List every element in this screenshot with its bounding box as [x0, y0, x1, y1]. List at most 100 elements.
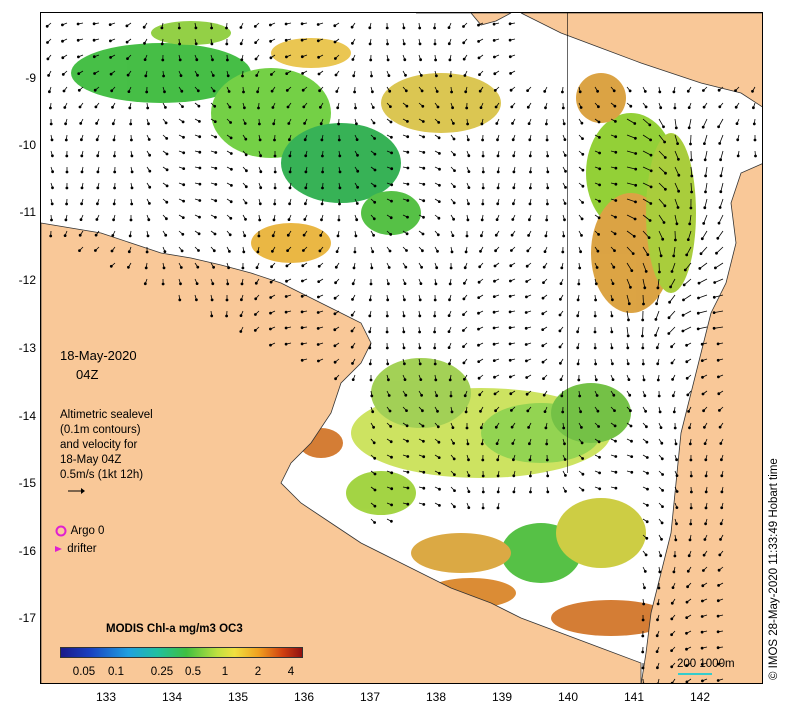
velocity-arrowhead — [334, 265, 338, 269]
velocity-arrow — [658, 150, 666, 158]
velocity-arrowhead — [657, 586, 661, 590]
velocity-arrowhead — [288, 202, 292, 206]
velocity-arrowhead — [437, 456, 441, 460]
velocity-arrowhead — [581, 152, 585, 156]
velocity-arrowhead — [371, 250, 375, 254]
velocity-arrowhead — [320, 138, 324, 142]
velocity-arrowhead — [197, 120, 201, 123]
velocity-arrowhead — [542, 281, 545, 285]
velocity-arrowhead — [112, 202, 116, 206]
velocity-arrowhead — [670, 617, 674, 621]
velocity-arrowhead — [127, 265, 130, 269]
velocity-arrowhead — [164, 106, 167, 109]
velocity-arrowhead — [479, 409, 482, 413]
velocity-arrowhead — [368, 42, 372, 46]
velocity-arrowhead — [686, 569, 690, 573]
velocity-arrowhead — [421, 439, 425, 443]
velocity-arrowhead — [610, 330, 614, 334]
velocity-arrowhead — [196, 73, 199, 77]
velocity-arrowhead — [257, 106, 260, 110]
velocity-arrowhead — [244, 169, 248, 173]
velocity-arrowhead — [434, 58, 438, 62]
velocity-arrowhead — [524, 343, 528, 346]
velocity-arrowhead — [644, 269, 648, 273]
velocity-arrowhead — [76, 22, 80, 26]
velocity-arrowhead — [477, 56, 481, 60]
velocity-arrowhead — [373, 137, 377, 140]
velocity-arrowhead — [46, 41, 49, 44]
velocity-arrowhead — [629, 424, 633, 428]
velocity-arrowhead — [146, 106, 150, 110]
velocity-arrowhead — [627, 378, 631, 382]
velocity-arrowhead — [542, 265, 546, 269]
velocity-arrowhead — [649, 153, 653, 157]
velocity-arrowhead — [481, 170, 485, 174]
velocity-arrowhead — [685, 253, 689, 257]
velocity-arrowhead — [496, 202, 500, 206]
velocity-arrow — [698, 326, 708, 330]
velocity-arrowhead — [581, 488, 585, 492]
velocity-arrowhead — [701, 125, 705, 129]
velocity-arrowhead — [372, 441, 376, 445]
velocity-arrowhead — [390, 167, 394, 171]
velocity-arrowhead — [660, 457, 664, 461]
velocity-arrowhead — [318, 105, 322, 109]
velocity-arrowhead — [716, 646, 720, 650]
velocity-arrowhead — [448, 282, 452, 286]
velocity-arrowhead — [656, 682, 659, 683]
velocity-arrowhead — [492, 310, 496, 314]
velocity-arrowhead — [385, 346, 389, 350]
velocity-arrowhead — [368, 26, 372, 30]
velocity-arrowhead — [256, 90, 260, 94]
velocity-arrowhead — [529, 170, 532, 174]
velocity-arrowhead — [686, 238, 690, 242]
velocity-arrowhead — [564, 473, 567, 477]
velocity-arrowhead — [508, 326, 512, 330]
velocity-arrowhead — [649, 138, 652, 142]
velocity-arrowhead — [449, 74, 453, 78]
velocity-arrowhead — [350, 25, 354, 29]
velocity-arrowhead — [386, 42, 389, 46]
velocity-arrowhead — [181, 232, 185, 236]
velocity-arrowhead — [354, 234, 358, 238]
velocity-arrowhead — [545, 458, 549, 462]
velocity-arrowhead — [334, 281, 338, 285]
velocity-arrowhead — [595, 266, 599, 269]
velocity-arrowhead — [96, 202, 99, 206]
velocity-arrowhead — [529, 490, 532, 494]
velocity-arrowhead — [450, 250, 454, 254]
velocity-arrowhead — [720, 458, 723, 462]
velocity-arrowhead — [478, 73, 481, 76]
velocity-arrowhead — [421, 104, 425, 108]
velocity-arrowhead — [655, 346, 659, 350]
velocity-arrowhead — [656, 666, 659, 670]
velocity-arrowhead — [613, 104, 617, 108]
velocity-arrowhead — [143, 58, 147, 61]
velocity-arrowhead — [527, 442, 531, 446]
velocity-arrowhead — [648, 219, 652, 222]
velocity-arrowhead — [79, 218, 83, 222]
velocity-arrowhead — [78, 249, 81, 253]
velocity-arrowhead — [300, 55, 304, 59]
velocity-arrowhead — [337, 122, 341, 126]
velocity-arrowhead — [560, 266, 564, 270]
velocity-arrowhead — [337, 138, 341, 142]
velocity-arrowhead — [287, 122, 291, 125]
velocity-arrowhead — [210, 42, 214, 46]
velocity-arrowhead — [255, 74, 259, 77]
map-date: 18-May-2020 — [60, 348, 137, 363]
velocity-arrowhead — [669, 285, 672, 289]
velocity-arrowhead — [271, 106, 275, 109]
velocity-arrowhead — [303, 122, 307, 125]
velocity-arrowhead — [546, 490, 550, 494]
velocity-arrowhead — [496, 186, 500, 190]
velocity-arrowhead — [354, 122, 358, 126]
velocity-arrowhead — [194, 42, 198, 46]
velocity-arrowhead — [524, 295, 528, 299]
velocity-arrowhead — [541, 344, 545, 348]
velocity-arrowhead — [242, 106, 246, 110]
velocity-arrowhead — [270, 265, 274, 269]
velocity-arrowhead — [228, 233, 232, 237]
velocity-arrowhead — [422, 502, 426, 506]
velocity-arrow — [626, 294, 630, 304]
